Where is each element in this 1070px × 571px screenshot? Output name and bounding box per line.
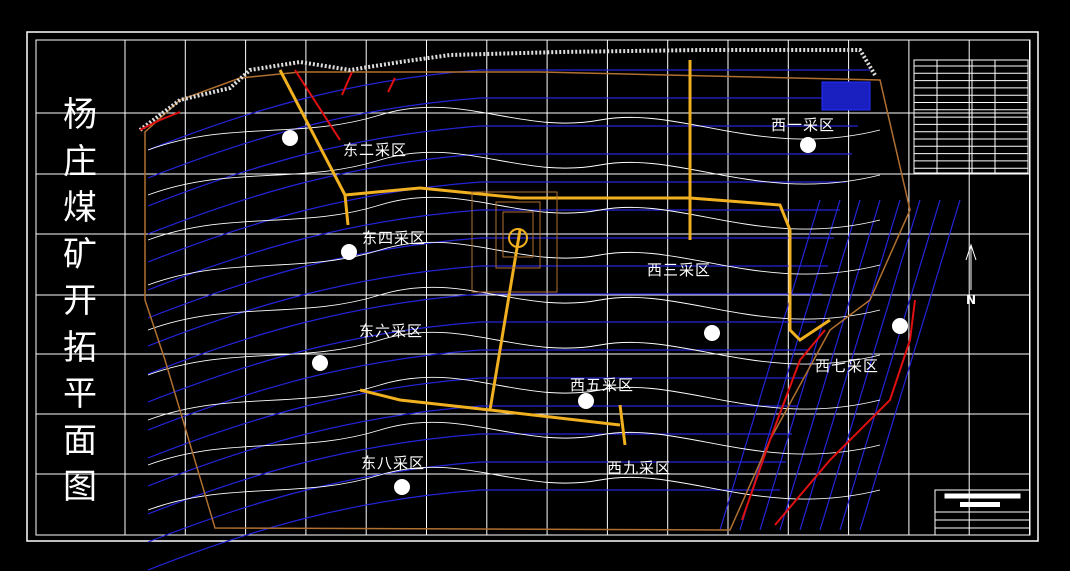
drawing-title: 杨 庄 煤 矿 开 拓 平 面 图 (55, 92, 105, 511)
contour-line (147, 377, 804, 459)
zone-label-west-3: 西三采区 (647, 261, 712, 279)
terrain-contour (147, 286, 881, 331)
terrain-lines (147, 106, 881, 511)
borehole-icon (578, 393, 594, 409)
contour-line (859, 199, 961, 531)
borehole-icon (341, 244, 357, 260)
zone-label-west-7: 西七采区 (815, 357, 880, 375)
zone-label-east-2: 东二采区 (343, 141, 408, 159)
contour-line (147, 237, 834, 319)
north-label: N (966, 293, 977, 307)
contour-line (147, 321, 816, 403)
title-char: 面 (63, 420, 97, 461)
contour-line (147, 181, 846, 263)
zone-label-west-5: 西五采区 (570, 376, 635, 394)
zone-label-east-6: 东六采区 (359, 322, 424, 340)
title-char: 开 (63, 281, 97, 321)
outcrop-hatch (138, 48, 877, 132)
zone-label-east-8: 东八采区 (361, 454, 426, 472)
contour-line (147, 265, 828, 347)
contour-line (147, 125, 858, 207)
contour-line (147, 153, 852, 235)
contour-line (147, 461, 786, 543)
contour-line (719, 199, 821, 531)
north-arrow-icon (965, 243, 977, 290)
title-char: 图 (63, 467, 97, 507)
borehole-icon (312, 355, 328, 371)
outer-frame (26, 31, 1039, 542)
borehole-icon (800, 137, 816, 153)
title-char: 矿 (63, 234, 97, 275)
terrain-contour (147, 376, 881, 421)
contour-line (147, 489, 780, 571)
terrain-contour (147, 106, 881, 151)
terrain-contour (147, 421, 881, 466)
seam-contours (147, 69, 961, 571)
faults (139, 69, 916, 526)
mine-boundary (144, 71, 911, 531)
contour-line (839, 199, 941, 531)
title-char: 杨 (63, 95, 97, 135)
contour-line (147, 293, 822, 375)
terrain-contour (147, 331, 881, 376)
legend-table (913, 59, 1029, 174)
contour-line (147, 97, 864, 179)
borehole-icon (892, 318, 908, 334)
borehole-icon (282, 130, 298, 146)
terrain-contour (147, 151, 881, 196)
borehole-symbols (282, 130, 908, 495)
title-char: 拓 (63, 327, 97, 368)
title-char: 庄 (63, 141, 97, 182)
zone-label-west-1: 西一采区 (771, 116, 836, 134)
title-char: 平 (63, 374, 97, 414)
title-char: 煤 (63, 188, 97, 228)
roadways (278, 60, 831, 446)
industrial-site (471, 191, 558, 293)
contour-line (759, 199, 861, 531)
contour-line (147, 209, 840, 291)
title-block (934, 489, 1031, 536)
contour-line (739, 199, 841, 531)
contour-line (147, 349, 810, 431)
legend-frame (913, 59, 1029, 174)
terrain-contour (147, 466, 881, 511)
zone-label-east-4: 东四采区 (362, 229, 427, 247)
contour-line (779, 199, 881, 531)
contour-line (147, 405, 798, 487)
zone-label-west-9: 西九采区 (607, 459, 672, 477)
borehole-icon (394, 479, 410, 495)
contour-line (819, 199, 921, 531)
goaf-area (821, 81, 871, 111)
borehole-icon (704, 325, 720, 341)
terrain-contour (147, 196, 881, 241)
contour-line (147, 69, 870, 151)
